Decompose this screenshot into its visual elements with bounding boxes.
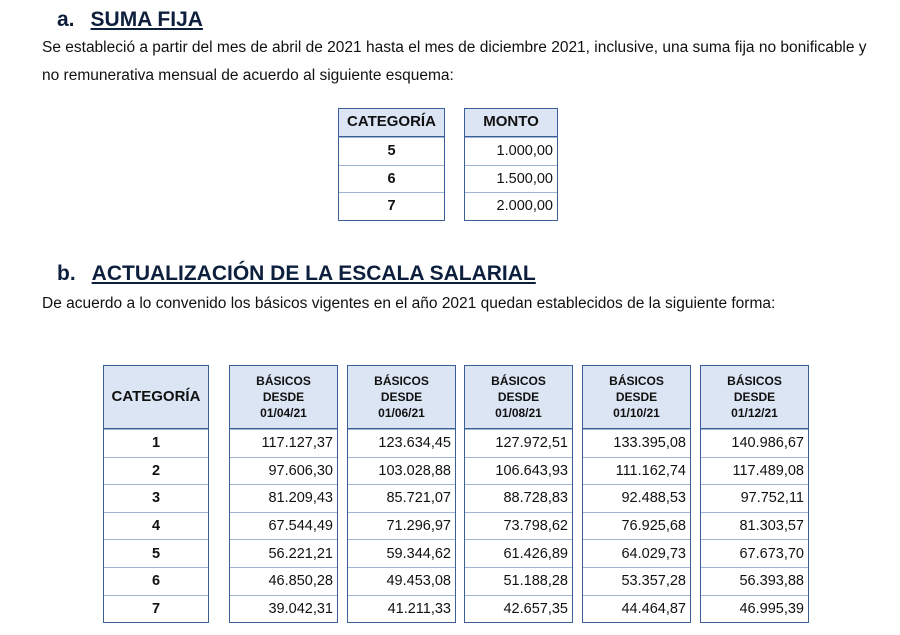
table-cell: 44.464,87 xyxy=(583,594,690,623)
header-text: 01/06/21 xyxy=(378,406,425,421)
table-cell: 49.453,08 xyxy=(348,566,455,595)
salary-column-2: BÁSICOS DESDE 01/08/21 127.972,51 106.643,93… xyxy=(464,365,573,624)
table-cell: 46.995,39 xyxy=(701,594,808,623)
column-header: BÁSICOS DESDE 01/10/21 xyxy=(583,366,690,429)
table-cell: 41.211,33 xyxy=(348,594,455,623)
table-cell: 67.673,70 xyxy=(701,539,808,567)
table-cell: 4 xyxy=(104,511,208,540)
table-cell: 51.188,28 xyxy=(465,566,572,595)
table-cell: 81.209,43 xyxy=(230,484,337,512)
section-b-paragraph: De acuerdo a lo convenido los básicos vi… xyxy=(42,295,776,312)
table-cell: 103.028,88 xyxy=(348,456,455,485)
header-text: 01/10/21 xyxy=(613,406,660,421)
salary-column-1: BÁSICOS DESDE 01/06/21 123.634,45 103.028,88… xyxy=(347,365,456,624)
table-cell: 42.657,35 xyxy=(465,594,572,623)
header-text: BÁSICOS xyxy=(727,373,782,388)
table-cell: 7 xyxy=(339,192,444,220)
table-cell: 123.634,45 xyxy=(348,429,455,457)
header-text: 01/08/21 xyxy=(495,406,542,421)
column-header: BÁSICOS DESDE 01/04/21 xyxy=(230,366,337,429)
salary-column-3: BÁSICOS DESDE 01/10/21 133.395,08 111.162,74… xyxy=(582,365,691,624)
header-text: BÁSICOS xyxy=(491,373,546,388)
suma-fija-category-column: CATEGORÍA 5 6 7 xyxy=(338,108,445,221)
header-text: BÁSICOS xyxy=(374,373,429,388)
table-cell: 73.798,62 xyxy=(465,511,572,540)
header-text: 01/04/21 xyxy=(260,406,307,421)
salary-column-0: BÁSICOS DESDE 01/04/21 117.127,37 97.606,30 8… xyxy=(229,365,338,624)
table-cell: 56.221,21 xyxy=(230,539,337,567)
header-text: DESDE xyxy=(262,389,305,404)
column-header: MONTO xyxy=(465,109,557,137)
table-cell: 5 xyxy=(104,539,208,567)
table-cell: 92.488,53 xyxy=(583,484,690,512)
table-cell: 59.344,62 xyxy=(348,539,455,567)
salary-column-4: BÁSICOS DESDE 01/12/21 140.986,67 117.489,08… xyxy=(700,365,809,624)
column-header: CATEGORÍA xyxy=(104,366,208,429)
salary-category-column: CATEGORÍA 1 2 3 4 5 6 7 xyxy=(103,365,209,624)
table-cell: 64.029,73 xyxy=(583,539,690,567)
header-text: MONTO xyxy=(483,113,539,131)
header-text: 01/12/21 xyxy=(731,406,778,421)
header-text: DESDE xyxy=(497,389,540,404)
table-cell: 97.606,30 xyxy=(230,456,337,485)
table-cell: 85.721,07 xyxy=(348,484,455,512)
header-text: CATEGORÍA xyxy=(111,387,201,405)
section-b-heading: b. ACTUALIZACIÓN DE LA ESCALA SALARIAL xyxy=(57,262,536,286)
table-cell: 2 xyxy=(104,456,208,485)
section-b-title: ACTUALIZACIÓN DE LA ESCALA SALARIAL xyxy=(91,262,536,285)
table-cell: 6 xyxy=(104,566,208,595)
table-cell: 97.752,11 xyxy=(701,484,808,512)
table-cell: 133.395,08 xyxy=(583,429,690,457)
table-cell: 2.000,00 xyxy=(465,192,557,220)
table-cell: 81.303,57 xyxy=(701,511,808,540)
table-cell: 7 xyxy=(104,594,208,623)
section-b-letter: b. xyxy=(57,262,76,285)
header-text: DESDE xyxy=(733,389,776,404)
table-cell: 56.393,88 xyxy=(701,566,808,595)
table-cell: 53.357,28 xyxy=(583,566,690,595)
table-cell: 88.728,83 xyxy=(465,484,572,512)
table-cell: 61.426,89 xyxy=(465,539,572,567)
table-cell: 111.162,74 xyxy=(583,456,690,485)
table-cell: 127.972,51 xyxy=(465,429,572,457)
table-cell: 46.850,28 xyxy=(230,566,337,595)
column-header: BÁSICOS DESDE 01/12/21 xyxy=(701,366,808,429)
column-header: CATEGORÍA xyxy=(339,109,444,137)
table-cell: 39.042,31 xyxy=(230,594,337,623)
section-a-paragraph: Se estableció a partir del mes de abril … xyxy=(42,39,867,84)
column-header: BÁSICOS DESDE 01/08/21 xyxy=(465,366,572,429)
table-cell: 1 xyxy=(104,429,208,457)
table-cell: 140.986,67 xyxy=(701,429,808,457)
header-text: BÁSICOS xyxy=(256,373,311,388)
table-cell: 3 xyxy=(104,484,208,512)
table-cell: 1.500,00 xyxy=(465,164,557,193)
column-header: BÁSICOS DESDE 01/06/21 xyxy=(348,366,455,429)
header-text: DESDE xyxy=(615,389,658,404)
section-a-letter: a. xyxy=(57,8,75,31)
section-a-heading: a. SUMA FIJA xyxy=(57,8,203,32)
section-a-title: SUMA FIJA xyxy=(90,8,203,31)
table-cell: 67.544,49 xyxy=(230,511,337,540)
table-cell: 117.489,08 xyxy=(701,456,808,485)
table-cell: 117.127,37 xyxy=(230,429,337,457)
table-cell: 5 xyxy=(339,137,444,165)
table-cell: 106.643,93 xyxy=(465,456,572,485)
table-cell: 1.000,00 xyxy=(465,137,557,165)
table-cell: 76.925,68 xyxy=(583,511,690,540)
suma-fija-amount-column: MONTO 1.000,00 1.500,00 2.000,00 xyxy=(464,108,558,221)
header-text: BÁSICOS xyxy=(609,373,664,388)
header-text: DESDE xyxy=(380,389,423,404)
header-text: CATEGORÍA xyxy=(347,113,436,131)
table-cell: 71.296,97 xyxy=(348,511,455,540)
table-cell: 6 xyxy=(339,164,444,193)
